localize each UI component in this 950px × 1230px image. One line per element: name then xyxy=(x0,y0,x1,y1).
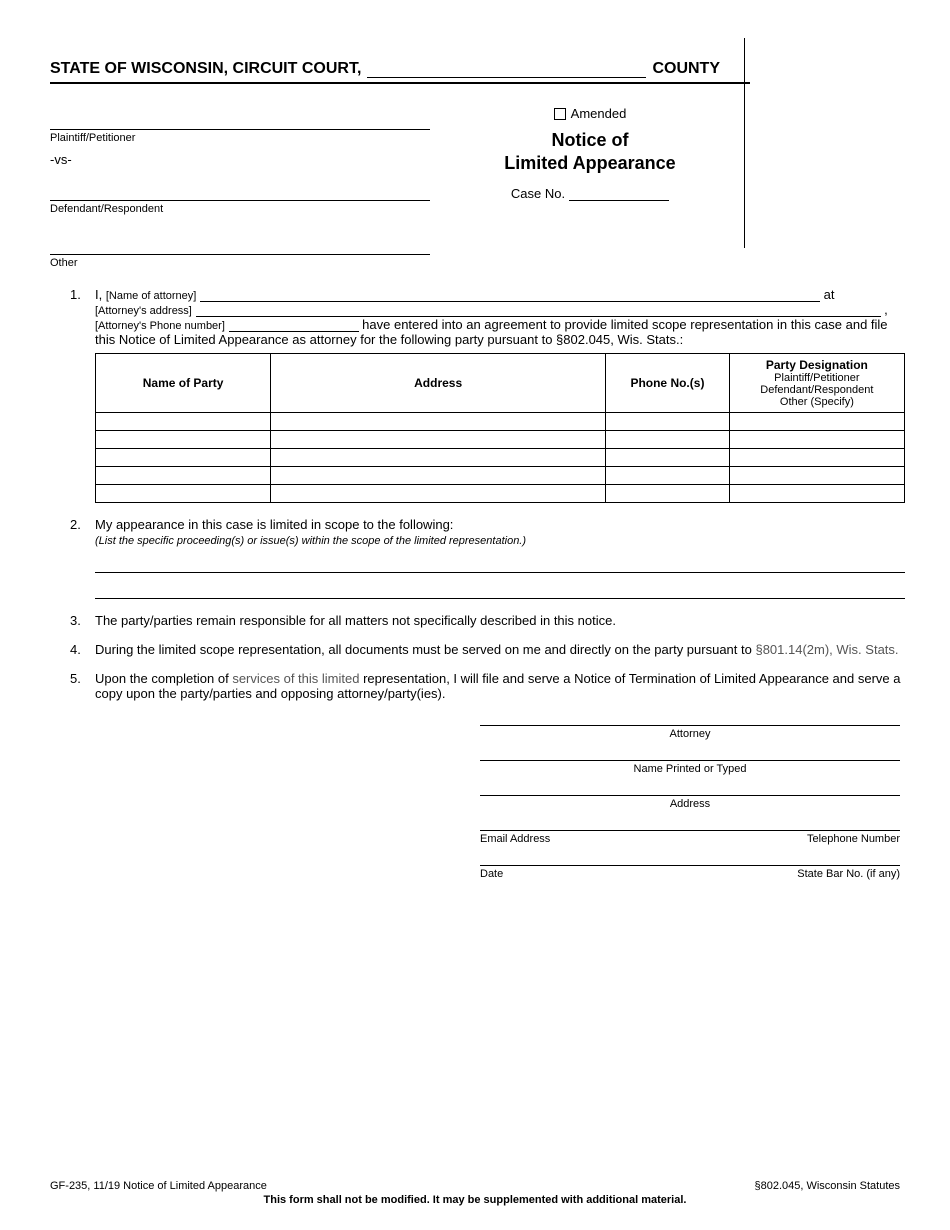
notice-title: Notice of Limited Appearance xyxy=(430,129,750,176)
th-phone: Phone No.(s) xyxy=(606,354,730,413)
sig-telephone: Telephone Number xyxy=(807,833,900,845)
item5-text-a: Upon the completion of xyxy=(95,671,232,686)
desig-sub3: Other (Specify) xyxy=(780,396,854,408)
table-row[interactable] xyxy=(96,431,905,449)
item-3: 3. The party/parties remain responsible … xyxy=(50,613,905,628)
plaintiff-label: Plaintiff/Petitioner xyxy=(50,132,430,144)
body: 1. I, [Name of attorney] at [Attorney's … xyxy=(50,287,905,880)
item-4-num: 4. xyxy=(50,642,95,657)
th-address: Address xyxy=(271,354,606,413)
item-1-content: I, [Name of attorney] at [Attorney's add… xyxy=(95,287,905,503)
item1-addr-bracket: [Attorney's address] xyxy=(95,305,192,317)
party-table: Name of Party Address Phone No.(s) Party… xyxy=(95,353,905,503)
item-4: 4. During the limited scope representati… xyxy=(50,642,905,657)
item-3-num: 3. xyxy=(50,613,95,628)
amended-checkbox[interactable] xyxy=(554,108,566,120)
case-no-row: Case No. xyxy=(430,186,750,201)
plaintiff-name-blank[interactable] xyxy=(50,102,430,130)
title-line2: Limited Appearance xyxy=(504,153,675,173)
item4-text-b: §801.14(2m), Wis. Stats. xyxy=(755,642,898,657)
table-row[interactable] xyxy=(96,467,905,485)
item1-comma: , xyxy=(884,302,888,317)
item2-text: My appearance in this case is limited in… xyxy=(95,517,453,532)
sig-bar: State Bar No. (if any) xyxy=(797,868,900,880)
item1-phone-bracket: [Attorney's Phone number] xyxy=(95,320,225,332)
vs-label: -vs- xyxy=(50,152,430,167)
defendant-label: Defendant/Respondent xyxy=(50,203,430,215)
other-label: Other xyxy=(50,257,430,269)
header-vertical-divider xyxy=(744,38,745,248)
item-5-num: 5. xyxy=(50,671,95,701)
table-row[interactable] xyxy=(96,413,905,431)
item-5: 5. Upon the completion of services of th… xyxy=(50,671,905,701)
item1-name-bracket: [Name of attorney] xyxy=(106,290,197,302)
item-1: 1. I, [Name of attorney] at [Attorney's … xyxy=(50,287,905,503)
table-row[interactable] xyxy=(96,485,905,503)
court-header: STATE OF WISCONSIN, CIRCUIT COURT, COUNT… xyxy=(50,60,750,84)
sig-name-printed: Name Printed or Typed xyxy=(480,760,900,775)
signature-block: Attorney Name Printed or Typed Address E… xyxy=(480,725,900,880)
desig-sub2: Defendant/Respondent xyxy=(760,384,873,396)
th-designation-sub: Plaintiff/Petitioner Defendant/Responden… xyxy=(732,372,902,408)
sig-date-bar-row: Date State Bar No. (if any) xyxy=(480,865,900,880)
parties-and-title: Plaintiff/Petitioner -vs- Defendant/Resp… xyxy=(50,102,750,269)
th-name: Name of Party xyxy=(96,354,271,413)
amended-row: Amended xyxy=(430,106,750,121)
county-name-blank[interactable] xyxy=(367,62,646,78)
desig-sub1: Plaintiff/Petitioner xyxy=(774,372,859,384)
item5-text-b: services of this limited xyxy=(232,671,359,686)
footer-left: GF-235, 11/19 Notice of Limited Appearan… xyxy=(50,1180,267,1192)
footer-bottom: This form shall not be modified. It may … xyxy=(50,1194,900,1206)
scope-blank-2[interactable] xyxy=(95,579,905,599)
sig-date: Date xyxy=(480,868,503,880)
sig-email: Email Address xyxy=(480,833,550,845)
amended-label: Amended xyxy=(571,106,627,121)
sig-attorney: Attorney xyxy=(480,725,900,740)
item-3-content: The party/parties remain responsible for… xyxy=(95,613,905,628)
attorney-phone-blank[interactable] xyxy=(229,319,359,332)
title-block: Amended Notice of Limited Appearance Cas… xyxy=(430,102,750,269)
footer-row1: GF-235, 11/19 Notice of Limited Appearan… xyxy=(50,1180,900,1192)
parties-left-block: Plaintiff/Petitioner -vs- Defendant/Resp… xyxy=(50,102,430,269)
footer-right: §802.045, Wisconsin Statutes xyxy=(754,1180,900,1192)
county-label: COUNTY xyxy=(652,60,750,78)
item1-at: at xyxy=(824,287,835,302)
item-2-num: 2. xyxy=(50,517,95,599)
title-line1: Notice of xyxy=(551,130,628,150)
item-2-content: My appearance in this case is limited in… xyxy=(95,517,905,599)
attorney-address-blank[interactable] xyxy=(196,304,881,317)
item-5-content: Upon the completion of services of this … xyxy=(95,671,905,701)
other-name-blank[interactable] xyxy=(50,227,430,255)
sig-address: Address xyxy=(480,795,900,810)
item-4-content: During the limited scope representation,… xyxy=(95,642,905,657)
table-row[interactable] xyxy=(96,449,905,467)
scope-blank-1[interactable] xyxy=(95,553,905,573)
court-left-text: STATE OF WISCONSIN, CIRCUIT COURT, xyxy=(50,60,361,78)
defendant-name-blank[interactable] xyxy=(50,173,430,201)
th-designation: Party Designation Plaintiff/Petitioner D… xyxy=(729,354,904,413)
item-2: 2. My appearance in this case is limited… xyxy=(50,517,905,599)
th-designation-title: Party Designation xyxy=(766,358,868,372)
party-table-body xyxy=(96,413,905,503)
item-1-num: 1. xyxy=(50,287,95,503)
footer: GF-235, 11/19 Notice of Limited Appearan… xyxy=(50,1180,900,1206)
attorney-name-blank[interactable] xyxy=(200,289,820,302)
case-no-blank[interactable] xyxy=(569,187,669,201)
sig-email-phone-row: Email Address Telephone Number xyxy=(480,830,900,845)
item4-text-a: During the limited scope representation,… xyxy=(95,642,755,657)
item3-text: The party/parties remain responsible for… xyxy=(95,613,616,628)
item1-intro: I, xyxy=(95,287,102,302)
case-no-label: Case No. xyxy=(511,186,565,201)
item2-instruct: (List the specific proceeding(s) or issu… xyxy=(95,535,526,547)
